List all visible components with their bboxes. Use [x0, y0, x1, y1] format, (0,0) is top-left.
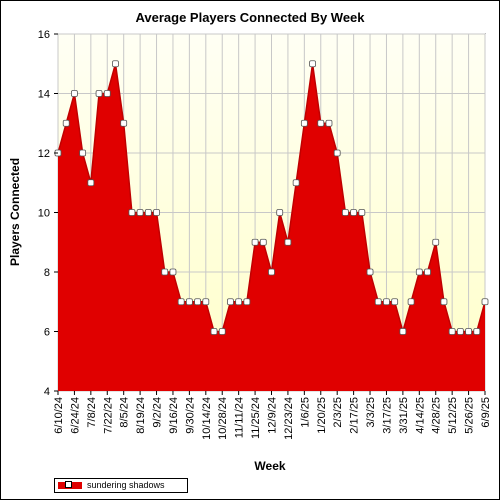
x-tick-label: 3/3/25 [365, 397, 377, 428]
y-tick-label: 4 [44, 386, 50, 398]
data-point [169, 268, 177, 276]
x-axis-label: Week [254, 459, 285, 473]
x-tick-label: 2/17/25 [349, 397, 361, 434]
x-tick-label: 10/14/24 [201, 397, 213, 440]
legend-series-name: sundering shadows [87, 480, 165, 490]
x-tick-label: 10/28/24 [217, 397, 229, 440]
data-point [300, 119, 308, 127]
x-tick-label: 9/16/24 [168, 397, 180, 434]
x-tick-label: 7/8/24 [86, 397, 98, 428]
data-point [415, 268, 423, 276]
y-tick-label: 12 [38, 148, 50, 160]
x-tick-label: 6/24/24 [69, 397, 81, 434]
data-point [366, 268, 374, 276]
x-tick-label: 12/9/24 [267, 397, 279, 434]
data-point [202, 298, 210, 306]
data-point [177, 298, 185, 306]
series-markers [54, 60, 489, 335]
x-tick-label: 8/5/24 [119, 397, 131, 428]
data-point [465, 328, 472, 335]
x-tick-label: 9/30/24 [184, 397, 196, 434]
data-point [218, 328, 226, 335]
y-tick-label: 8 [44, 267, 50, 279]
x-tick-label: 6/10/24 [53, 397, 65, 434]
y-tick-label: 6 [44, 327, 50, 339]
data-point [185, 298, 193, 306]
data-point [87, 179, 95, 187]
data-point [317, 119, 325, 127]
x-tick-label: 5/26/25 [464, 397, 476, 434]
x-tick-label: 5/12/25 [447, 397, 459, 434]
x-tick-label: 12/23/24 [283, 397, 295, 440]
data-point [194, 298, 201, 306]
x-axis-ticks: 6/10/24 6/24/24 7/8/24 7/22/24 8/5/24 8/19/24… [53, 391, 492, 440]
y-tick-label: 10 [38, 208, 50, 220]
data-point [374, 298, 382, 306]
y-axis-ticks: 4 6 8 10 12 14 16 [38, 29, 58, 398]
data-point [407, 298, 415, 306]
data-point [342, 209, 349, 216]
data-point [144, 209, 152, 216]
data-point [128, 209, 136, 216]
data-point [227, 298, 234, 306]
data-point [383, 298, 390, 306]
data-point [391, 298, 399, 306]
y-axis-label: Players Connected [8, 158, 22, 266]
data-point [473, 328, 481, 335]
data-point [333, 149, 341, 157]
data-point [153, 209, 160, 216]
x-tick-label: 9/2/24 [152, 397, 164, 428]
x-tick-label: 7/22/24 [102, 397, 114, 434]
data-point [95, 90, 103, 97]
data-point [292, 179, 300, 187]
data-point [309, 60, 316, 68]
data-point [358, 209, 366, 216]
y-tick-label: 14 [38, 89, 50, 101]
x-tick-label: 4/28/25 [431, 397, 443, 434]
data-point [432, 238, 440, 246]
data-point [235, 298, 243, 306]
y-tick-label: 16 [38, 29, 50, 41]
data-point [456, 328, 464, 335]
data-point [112, 60, 119, 68]
data-point [399, 328, 407, 335]
x-tick-label: 4/14/25 [414, 397, 426, 434]
x-tick-label: 11/11/24 [234, 397, 246, 438]
x-tick-label: 3/31/25 [398, 397, 410, 434]
legend-marker [65, 481, 72, 488]
data-point [251, 238, 259, 246]
data-point [79, 149, 87, 157]
x-tick-label: 2/3/25 [332, 397, 344, 428]
data-point [448, 328, 456, 335]
legend: sundering shadows [54, 478, 188, 493]
x-tick-label: 1/20/25 [316, 397, 328, 434]
data-point [440, 298, 448, 306]
data-point [210, 328, 218, 335]
x-tick-label: 11/25/24 [250, 397, 262, 439]
data-point [71, 90, 78, 97]
data-point [276, 209, 284, 216]
series-area-fill [58, 63, 485, 391]
data-point [284, 238, 292, 246]
data-point [481, 298, 489, 306]
x-tick-label: 6/9/25 [480, 397, 492, 428]
data-point [103, 90, 111, 97]
data-point [259, 238, 267, 246]
data-point [268, 268, 275, 276]
chart-title: Average Players Connected By Week [135, 10, 365, 25]
x-tick-label: 8/19/24 [135, 397, 147, 434]
data-point [161, 268, 169, 276]
data-point [62, 119, 70, 127]
data-point [120, 119, 128, 127]
data-point [350, 209, 358, 216]
data-point [243, 298, 251, 306]
data-point [136, 209, 144, 216]
data-point [424, 268, 431, 276]
data-point [325, 119, 333, 127]
x-tick-label: 1/6/25 [299, 397, 311, 428]
x-tick-label: 3/17/25 [381, 397, 393, 434]
